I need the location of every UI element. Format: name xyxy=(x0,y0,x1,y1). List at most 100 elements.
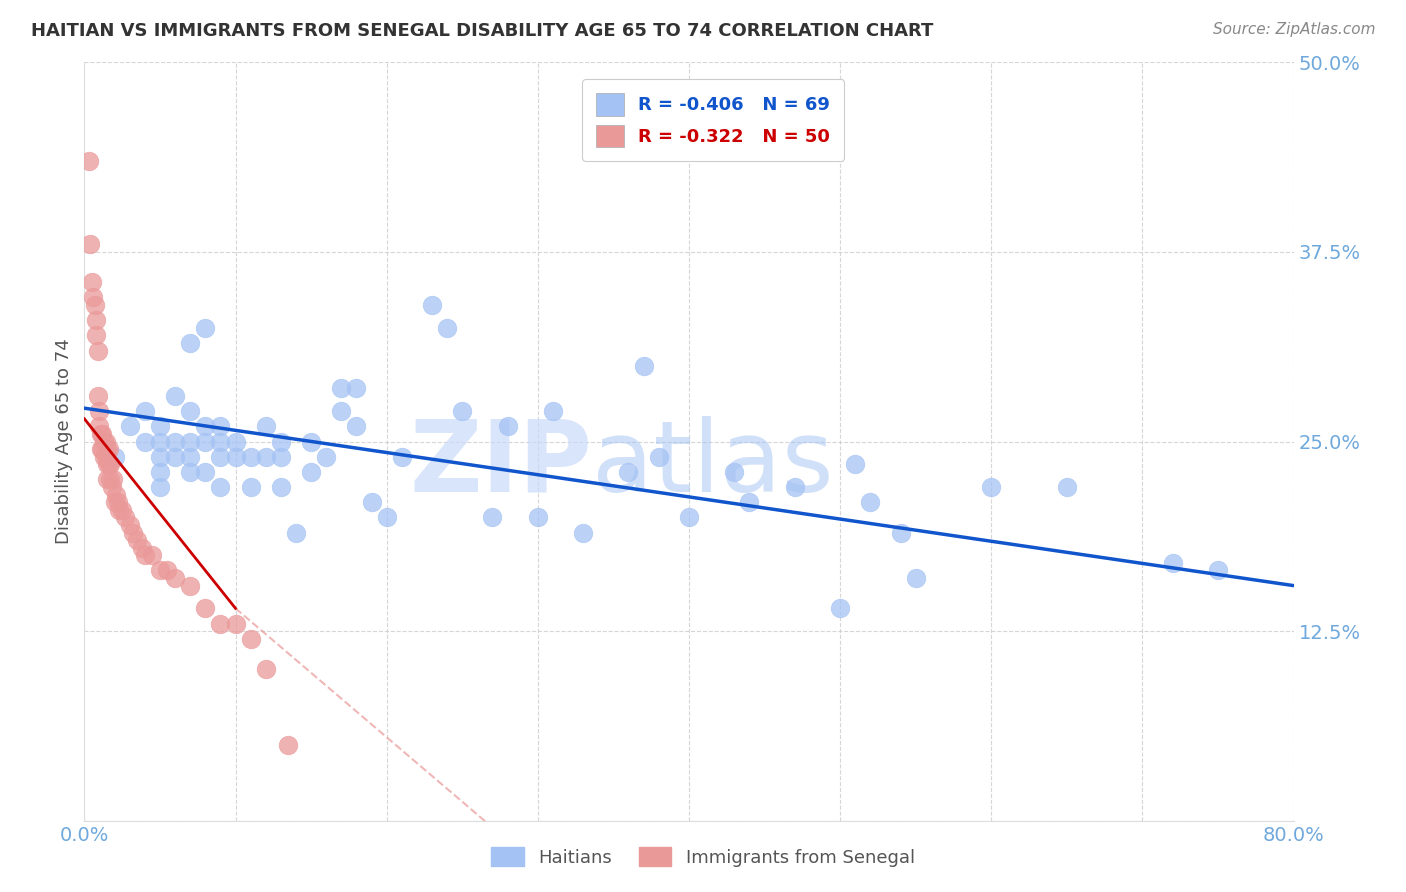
Point xyxy=(375,510,398,524)
Point xyxy=(723,465,745,479)
Point xyxy=(194,320,217,334)
Point xyxy=(141,548,163,563)
Point xyxy=(87,343,110,358)
Point xyxy=(1056,480,1078,494)
Point xyxy=(107,495,129,509)
Point xyxy=(209,419,232,434)
Point xyxy=(134,434,156,449)
Point xyxy=(89,419,111,434)
Point xyxy=(108,503,131,517)
Point xyxy=(94,434,117,449)
Point xyxy=(738,495,761,509)
Point xyxy=(149,465,172,479)
Point xyxy=(572,525,595,540)
Point xyxy=(91,427,114,442)
Point xyxy=(165,571,187,585)
Point xyxy=(179,335,201,350)
Point xyxy=(90,442,112,457)
Point xyxy=(194,465,217,479)
Point xyxy=(127,533,149,548)
Point xyxy=(1161,556,1184,570)
Point xyxy=(101,473,124,487)
Point xyxy=(149,419,172,434)
Point xyxy=(346,419,368,434)
Point xyxy=(87,389,110,403)
Point xyxy=(496,419,519,434)
Point xyxy=(1206,564,1229,578)
Point xyxy=(179,579,201,593)
Point xyxy=(436,320,458,334)
Point xyxy=(678,510,700,524)
Point xyxy=(254,419,277,434)
Point xyxy=(96,473,118,487)
Y-axis label: Disability Age 65 to 74: Disability Age 65 to 74 xyxy=(55,339,73,544)
Point xyxy=(270,450,292,464)
Point xyxy=(118,517,141,532)
Point xyxy=(209,450,232,464)
Point xyxy=(904,571,927,585)
Point xyxy=(179,434,201,449)
Point xyxy=(420,298,443,312)
Legend: Haitians, Immigrants from Senegal: Haitians, Immigrants from Senegal xyxy=(484,840,922,874)
Point xyxy=(82,291,104,305)
Point xyxy=(299,434,322,449)
Point xyxy=(277,738,299,752)
Point xyxy=(225,434,247,449)
Point xyxy=(330,382,353,396)
Point xyxy=(617,465,640,479)
Point xyxy=(156,564,179,578)
Point xyxy=(86,328,108,343)
Point xyxy=(79,237,101,252)
Text: HAITIAN VS IMMIGRANTS FROM SENEGAL DISABILITY AGE 65 TO 74 CORRELATION CHART: HAITIAN VS IMMIGRANTS FROM SENEGAL DISAB… xyxy=(31,22,934,40)
Point xyxy=(91,442,114,457)
Point xyxy=(360,495,382,509)
Point xyxy=(481,510,503,524)
Point xyxy=(93,434,115,449)
Point xyxy=(134,404,156,418)
Point xyxy=(98,458,121,472)
Point xyxy=(239,480,262,494)
Point xyxy=(96,442,118,457)
Point xyxy=(93,450,115,464)
Point xyxy=(330,404,353,418)
Point xyxy=(86,313,108,327)
Point xyxy=(346,382,368,396)
Point xyxy=(299,465,322,479)
Point xyxy=(165,450,187,464)
Point xyxy=(149,480,172,494)
Point xyxy=(270,434,292,449)
Point xyxy=(98,473,121,487)
Point xyxy=(165,389,187,403)
Point xyxy=(391,450,413,464)
Point xyxy=(209,616,232,631)
Point xyxy=(118,419,141,434)
Point xyxy=(541,404,564,418)
Text: atlas: atlas xyxy=(592,416,834,513)
Point xyxy=(451,404,474,418)
Legend: R = -0.406   N = 69, R = -0.322   N = 50: R = -0.406 N = 69, R = -0.322 N = 50 xyxy=(582,79,844,161)
Point xyxy=(97,442,120,457)
Point xyxy=(209,480,232,494)
Point xyxy=(239,450,262,464)
Point xyxy=(980,480,1002,494)
Point xyxy=(254,450,277,464)
Point xyxy=(194,601,217,615)
Point xyxy=(225,450,247,464)
Point xyxy=(134,548,156,563)
Point xyxy=(89,404,111,418)
Point xyxy=(77,153,100,168)
Point xyxy=(111,503,134,517)
Point xyxy=(179,450,201,464)
Point xyxy=(97,458,120,472)
Point xyxy=(315,450,337,464)
Point xyxy=(104,450,127,464)
Text: Source: ZipAtlas.com: Source: ZipAtlas.com xyxy=(1212,22,1375,37)
Point xyxy=(239,632,262,646)
Point xyxy=(633,359,655,373)
Point xyxy=(114,510,136,524)
Point xyxy=(648,450,671,464)
Point xyxy=(270,480,292,494)
Point xyxy=(96,458,118,472)
Text: ZIP: ZIP xyxy=(409,416,592,513)
Point xyxy=(209,434,232,449)
